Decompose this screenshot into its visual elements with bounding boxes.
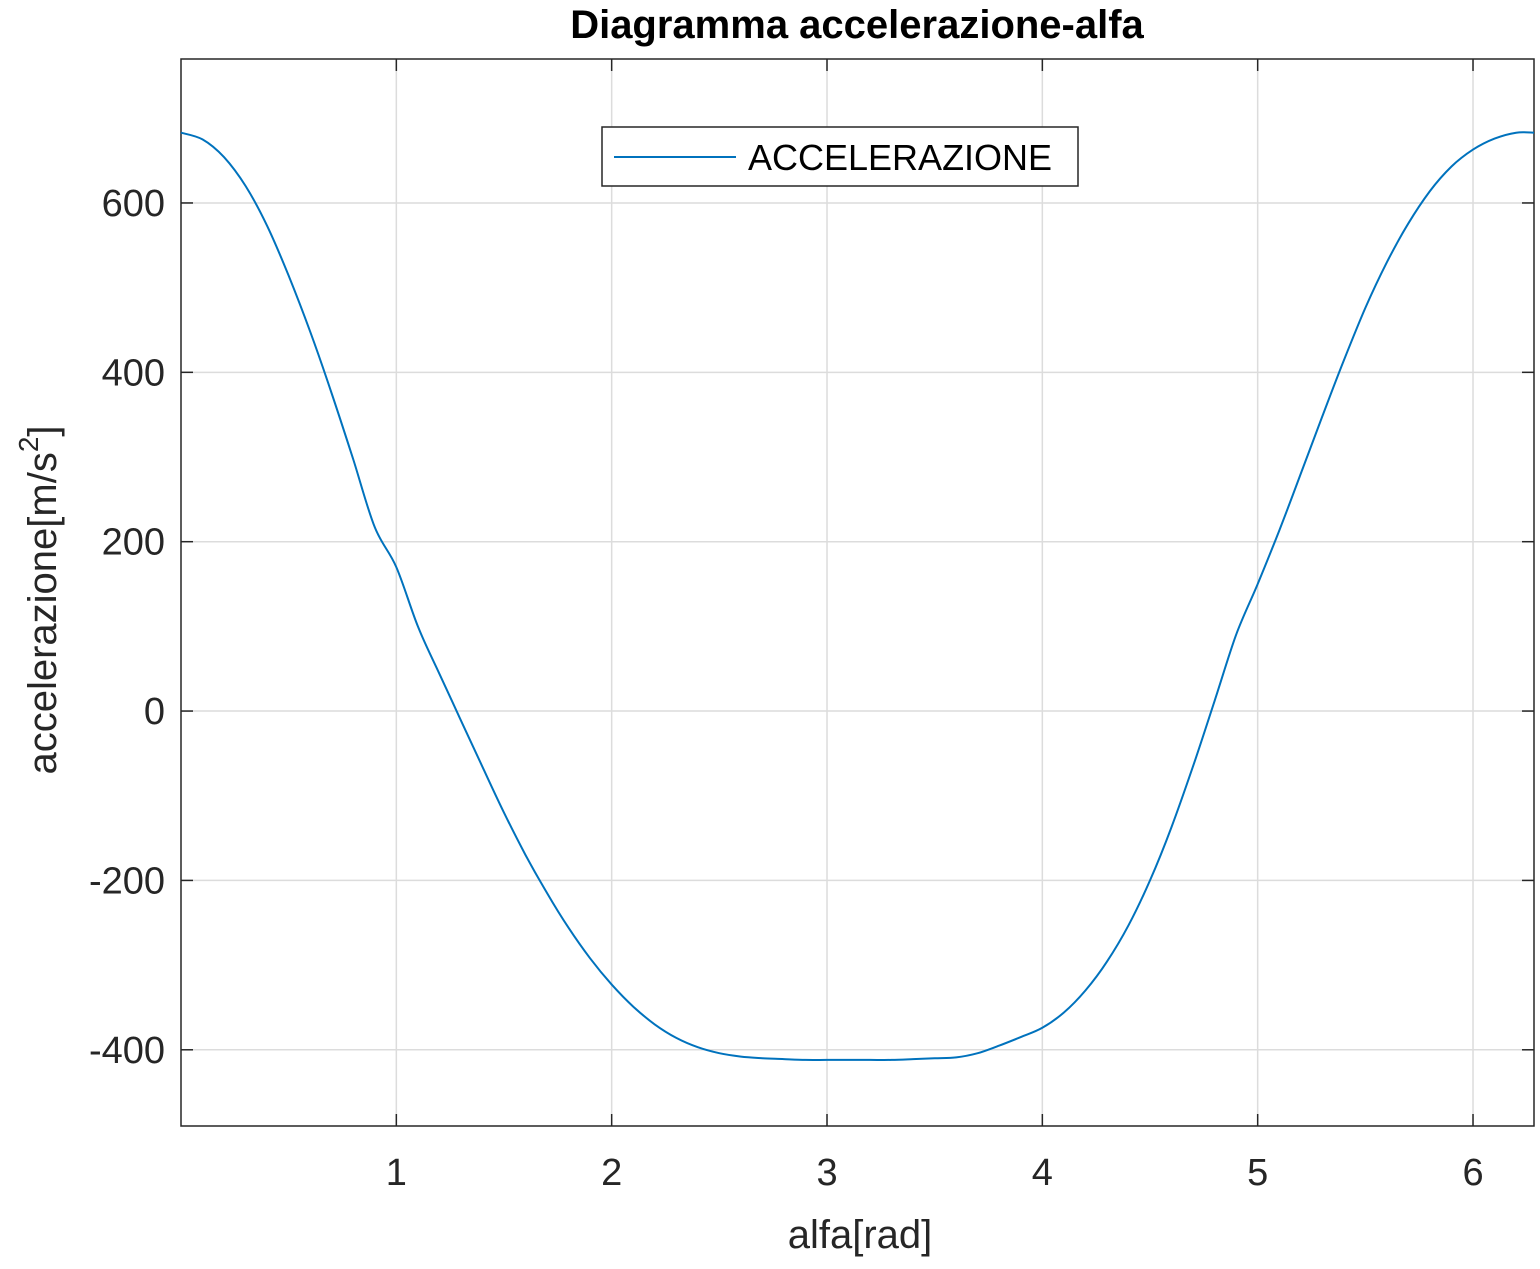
y-tick-label: 0 bbox=[144, 691, 165, 733]
y-tick-label: 200 bbox=[102, 522, 165, 564]
chart-title: Diagramma accelerazione-alfa bbox=[570, 3, 1144, 47]
y-axis-label-suffix: ] bbox=[21, 425, 65, 436]
series-line-accelerazione bbox=[180, 131, 1535, 1061]
x-tick-label: 3 bbox=[816, 1152, 837, 1194]
legend: ACCELERAZIONE bbox=[601, 126, 1079, 187]
y-axis-label-superscript: 2 bbox=[13, 437, 44, 453]
y-tick-label: -400 bbox=[89, 1030, 165, 1072]
grid bbox=[181, 59, 1534, 1126]
x-tick-label: 5 bbox=[1247, 1152, 1268, 1194]
y-axis-label-main: accelerazione[m/s bbox=[21, 452, 65, 774]
axis-ticks: 1 2 3 4 5 6 -400 -200 0 200 400 600 bbox=[89, 59, 1534, 1194]
x-axis-label: alfa[rad] bbox=[788, 1213, 933, 1257]
y-tick-label: 600 bbox=[102, 183, 165, 225]
x-tick-label: 4 bbox=[1032, 1152, 1053, 1194]
x-tick-label: 2 bbox=[601, 1152, 622, 1194]
series-layer bbox=[180, 131, 1535, 1061]
y-tick-label: -200 bbox=[89, 860, 165, 902]
x-tick-label: 1 bbox=[386, 1152, 407, 1194]
legend-label: ACCELERAZIONE bbox=[748, 137, 1052, 178]
x-tick-label: 6 bbox=[1462, 1152, 1483, 1194]
y-tick-label: 400 bbox=[102, 352, 165, 394]
plot-area-frame bbox=[180, 58, 1535, 1127]
y-axis-label: accelerazione[m/s2] bbox=[13, 425, 65, 774]
